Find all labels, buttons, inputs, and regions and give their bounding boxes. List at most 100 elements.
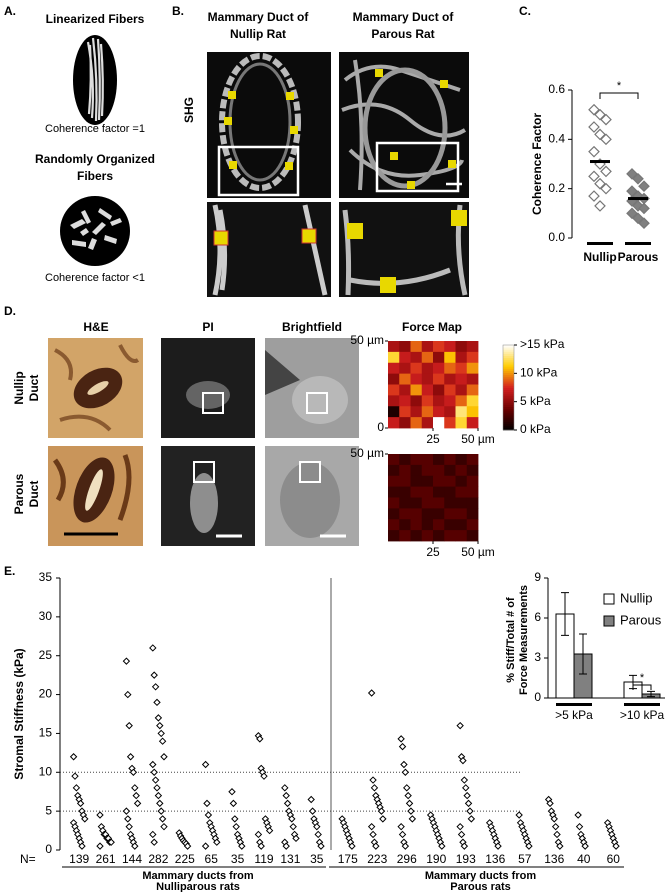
point — [231, 815, 239, 823]
he-image-part — [87, 381, 109, 395]
point — [404, 791, 412, 800]
n-label: 261 — [96, 852, 116, 866]
heatmap-cell — [466, 362, 479, 375]
y-tick-label: 0 — [377, 420, 384, 434]
row-label: Duct — [27, 481, 41, 508]
shg-image-part — [285, 162, 293, 170]
shg-image-part — [286, 92, 294, 100]
heatmap-cell — [466, 519, 479, 531]
heatmap-cell — [455, 486, 468, 498]
shg-zoom-image-part — [213, 230, 229, 246]
heatmap-cell — [399, 519, 411, 531]
heatmap-cell — [388, 497, 400, 509]
n-label: 225 — [175, 852, 195, 866]
pi-image-part — [193, 461, 215, 483]
colorbar-slice — [503, 357, 514, 361]
category-bar — [556, 703, 592, 706]
point — [574, 811, 582, 819]
y-tick-label: 30 — [39, 609, 53, 623]
legend-swatch — [603, 593, 615, 605]
heatmap-cell — [410, 497, 423, 509]
colorbar-slice — [503, 376, 514, 380]
heatmap-cell — [399, 464, 411, 477]
heatmap-cell — [433, 362, 445, 375]
n-label: 131 — [280, 852, 300, 866]
point — [204, 811, 213, 819]
heatmap-cell — [421, 530, 434, 542]
point — [229, 799, 238, 808]
point — [154, 714, 163, 722]
shg-image-part — [362, 67, 448, 189]
colorbar-slice — [503, 402, 514, 405]
n-label: 144 — [122, 852, 142, 866]
point — [156, 799, 164, 808]
point — [156, 721, 164, 730]
legend-swatch — [603, 615, 615, 627]
heatmap-cell — [455, 395, 468, 407]
heatmap-cell — [388, 519, 400, 531]
heatmap-cell — [410, 417, 423, 429]
point — [160, 753, 168, 761]
heatmap-cell — [410, 508, 423, 520]
heatmap-cell — [433, 497, 445, 509]
y-axis-label: Coherence Factor — [530, 113, 544, 215]
y-tick-label: 0.4 — [548, 132, 565, 146]
heatmap-cell — [455, 406, 468, 418]
point — [456, 721, 464, 730]
point — [632, 212, 644, 225]
point — [638, 217, 650, 230]
pi-image — [161, 338, 255, 438]
heatmap-cell — [444, 475, 456, 488]
heatmap-cell — [410, 519, 423, 531]
point — [600, 182, 612, 195]
colorbar-slice — [503, 393, 514, 397]
heatmap-cell — [399, 454, 411, 466]
colorbar-slice — [503, 425, 514, 429]
point — [456, 822, 464, 831]
heatmap-cell — [421, 454, 434, 466]
heatmap-cell — [399, 362, 411, 375]
colorbar-slice — [503, 410, 514, 414]
colorbar-slice — [503, 398, 514, 401]
heatmap-cell — [455, 362, 468, 375]
heatmap-cell — [399, 530, 411, 542]
heatmap-cell — [444, 454, 456, 466]
heatmap-cell — [455, 454, 468, 466]
heatmap-cell — [455, 384, 468, 396]
pi-image-part — [186, 381, 230, 409]
point — [550, 815, 558, 823]
heatmap-cell — [399, 497, 411, 509]
point — [367, 689, 376, 697]
y-tick-label: 10 — [39, 764, 53, 778]
point — [71, 772, 79, 780]
point — [612, 842, 620, 850]
point — [467, 815, 476, 823]
heatmap-cell — [455, 497, 468, 509]
point — [76, 799, 85, 808]
point — [157, 807, 165, 815]
heatmap-cell — [466, 406, 479, 418]
point — [379, 815, 387, 823]
shg-image-part — [224, 117, 232, 125]
heatmap-cell — [444, 341, 456, 353]
brightfield-image-part — [265, 350, 300, 395]
heatmap-cell — [410, 351, 423, 364]
point — [463, 791, 471, 800]
point — [201, 842, 210, 850]
heatmap-cell — [399, 417, 411, 429]
group-label: Mammary ducts from — [142, 870, 253, 882]
heatmap-cell — [444, 417, 456, 429]
heatmap-cell — [421, 475, 434, 488]
colorbar-slice — [503, 421, 514, 425]
point — [588, 103, 600, 116]
panel-letter: E. — [4, 564, 15, 578]
n-label: 40 — [577, 852, 591, 866]
point — [132, 791, 140, 800]
n-prefix: N= — [20, 852, 36, 866]
colorbar-slice — [503, 427, 514, 431]
brightfield-image-part — [299, 461, 321, 483]
colorbar-slice — [503, 345, 514, 348]
point — [594, 200, 606, 212]
brightfield-image-part — [292, 376, 348, 424]
point — [81, 815, 89, 823]
